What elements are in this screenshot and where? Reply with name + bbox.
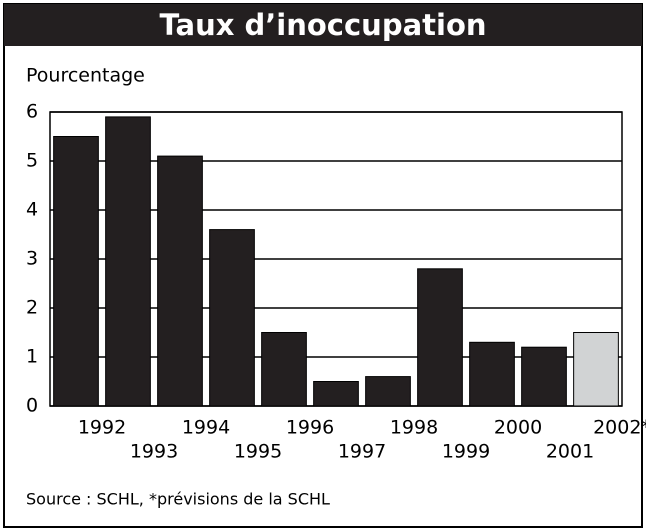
- x-tick-label: 1993: [130, 441, 178, 463]
- y-tick-label: 5: [26, 150, 38, 172]
- y-tick-label: 2: [26, 297, 38, 319]
- x-tick-label: 2002*: [593, 417, 646, 439]
- x-tick-label: 1994: [182, 417, 230, 439]
- bar: [417, 268, 463, 407]
- x-tick-label: 1995: [234, 441, 282, 463]
- source-note: Source : SCHL, *prévisions de la SCHL: [26, 490, 330, 509]
- bar: [209, 229, 255, 407]
- bar: [105, 116, 151, 407]
- x-tick-label: 1997: [338, 441, 386, 463]
- y-tick-label: 0: [26, 395, 38, 417]
- bar: [157, 155, 203, 407]
- x-tick-label: 2000: [494, 417, 542, 439]
- bar: [469, 341, 515, 407]
- bar: [261, 332, 307, 407]
- bar: [53, 136, 99, 407]
- x-tick-label: 1992: [78, 417, 126, 439]
- x-tick-label: 1999: [442, 441, 490, 463]
- x-tick-label: 2001: [546, 441, 594, 463]
- y-tick-label: 1: [26, 346, 38, 368]
- chart-title: Taux d’inoccupation: [159, 8, 486, 42]
- bar: [365, 376, 411, 407]
- y-tick-label: 3: [26, 248, 38, 270]
- bar: [313, 381, 359, 407]
- y-tick-label: 6: [26, 101, 38, 123]
- x-tick-label: 1996: [286, 417, 334, 439]
- x-tick-label: 1998: [390, 417, 438, 439]
- bar: [573, 332, 619, 407]
- bar: [521, 346, 567, 407]
- y-tick-label: 4: [26, 199, 38, 221]
- title-bar: [4, 4, 642, 46]
- y-axis-label: Pourcentage: [26, 65, 145, 87]
